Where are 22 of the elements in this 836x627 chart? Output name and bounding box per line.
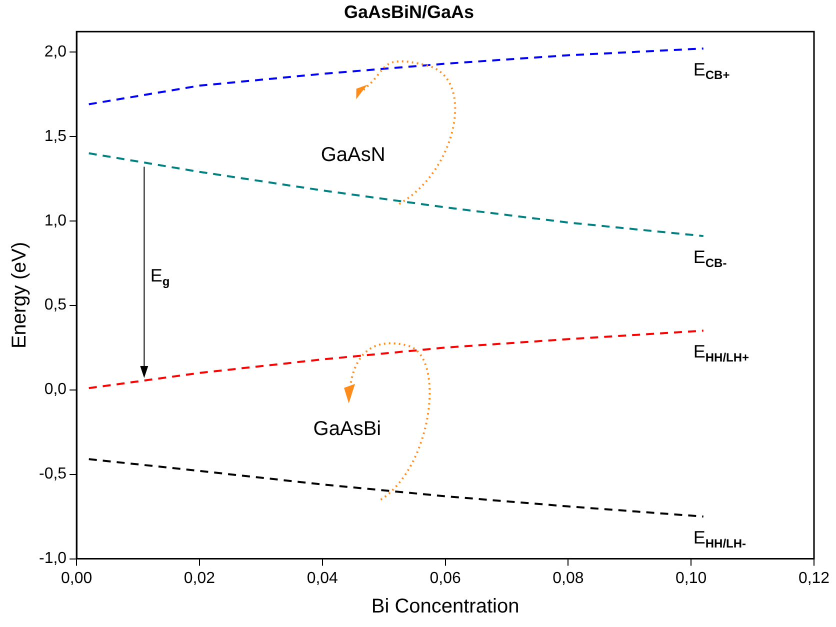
- x-tick-label: 0,02: [184, 570, 216, 587]
- line-series: [88, 48, 704, 106]
- x-tick-label: 0,08: [552, 570, 584, 587]
- x-axis-title: Bi Concentration: [371, 596, 520, 618]
- y-tick-label: -1,0: [38, 550, 67, 568]
- x-tick-label: 0,12: [798, 570, 830, 587]
- annotation: GaAsBi: [313, 418, 382, 440]
- x-tick-label: 0,04: [306, 570, 338, 587]
- y-axis-title: Energy (eV): [8, 242, 31, 349]
- annotation: GaAsN: [320, 144, 386, 166]
- y-tick-label: 1,0: [44, 212, 67, 230]
- line-series: [88, 330, 704, 390]
- y-tick-label: 0,5: [44, 296, 67, 314]
- y-tick-label: 0,0: [44, 381, 67, 398]
- chart-title: GaAsBiN/GaAs: [344, 2, 474, 22]
- line-series: [88, 458, 704, 518]
- y-tick-label: -0,5: [38, 466, 67, 483]
- x-tick-label: 0,00: [61, 570, 92, 587]
- y-tick-label: 2,0: [44, 43, 67, 60]
- x-tick-label: 0,06: [430, 570, 461, 587]
- y-tick-label: 1,5: [44, 128, 67, 145]
- x-tick-label: 0,10: [676, 570, 707, 587]
